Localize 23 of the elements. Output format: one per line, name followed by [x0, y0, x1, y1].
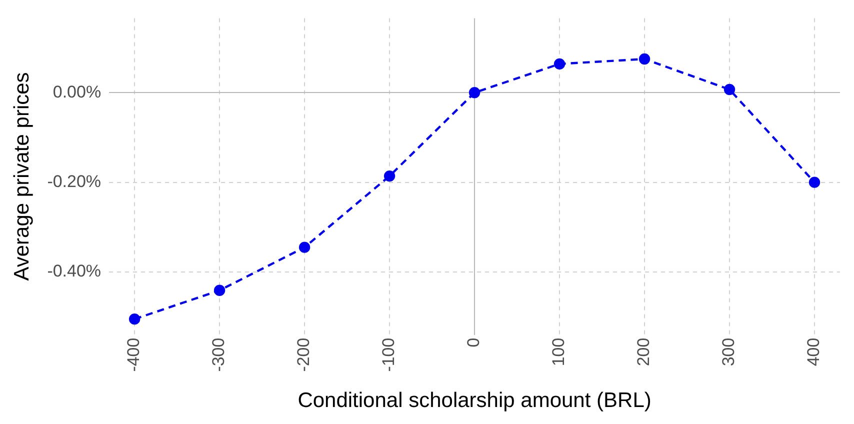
point [808, 176, 820, 188]
point [384, 170, 396, 182]
point [128, 313, 140, 325]
y-tick-label: -0.40% [47, 262, 102, 281]
x-tick-label: 400 [804, 338, 824, 366]
x-tick-label: -300 [209, 338, 228, 372]
point [298, 242, 310, 253]
x-tick-label: 200 [634, 338, 654, 366]
x-tick-label: 0 [464, 338, 484, 348]
x-tick-label: -100 [379, 338, 398, 372]
y-tick-label: 0.00% [52, 82, 102, 102]
point [724, 84, 736, 96]
x-tick-label: -200 [294, 338, 314, 372]
x-tick-label: 300 [719, 338, 738, 366]
y-tick-label: -0.20% [47, 172, 102, 192]
point [214, 284, 226, 296]
point [638, 53, 650, 65]
x-tick-label: -400 [124, 338, 144, 372]
x-tick-label: 100 [549, 338, 568, 366]
x-axis-title: Conditional scholarship amount (BRL) [298, 389, 652, 412]
point [468, 87, 480, 98]
y-axis-title: Average private prices [10, 72, 34, 281]
point [554, 58, 566, 70]
